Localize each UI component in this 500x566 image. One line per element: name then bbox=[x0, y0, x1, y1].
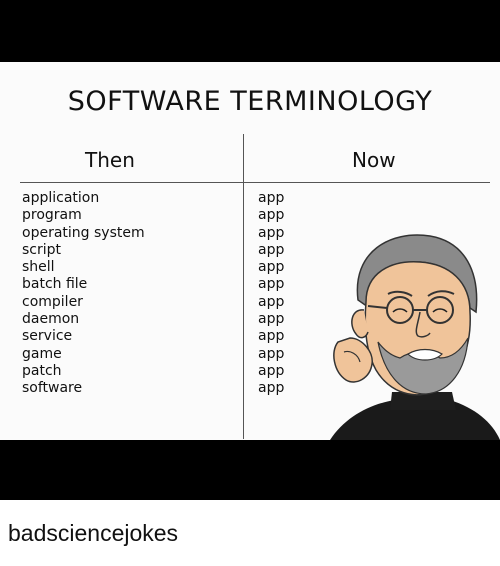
list-item: operating system bbox=[22, 225, 145, 242]
list-item: app bbox=[258, 225, 284, 242]
list-item: application bbox=[22, 190, 145, 207]
list-item: app bbox=[258, 328, 284, 345]
bearded-man-illustration bbox=[300, 212, 500, 440]
now-list: app app app app app app app app app app … bbox=[258, 190, 284, 398]
list-item: compiler bbox=[22, 294, 145, 311]
now-header: Now bbox=[352, 148, 396, 172]
list-item: app bbox=[258, 380, 284, 397]
list-item: app bbox=[258, 259, 284, 276]
list-item: service bbox=[22, 328, 145, 345]
list-item: app bbox=[258, 242, 284, 259]
list-item: batch file bbox=[22, 276, 145, 293]
list-item: app bbox=[258, 346, 284, 363]
bottom-black-bar bbox=[0, 440, 500, 500]
list-item: program bbox=[22, 207, 145, 224]
watermark-text: badsciencejokes bbox=[8, 520, 178, 547]
top-black-bar bbox=[0, 0, 500, 62]
then-header: Then bbox=[85, 148, 135, 172]
then-list: application program operating system scr… bbox=[22, 190, 145, 398]
list-item: game bbox=[22, 346, 145, 363]
list-item: daemon bbox=[22, 311, 145, 328]
list-item: app bbox=[258, 294, 284, 311]
list-item: app bbox=[258, 363, 284, 380]
list-item: script bbox=[22, 242, 145, 259]
list-item: patch bbox=[22, 363, 145, 380]
list-item: app bbox=[258, 190, 284, 207]
list-item: app bbox=[258, 207, 284, 224]
meme-image: SOFTWARE TERMINOLOGY Then Now applicatio… bbox=[0, 62, 500, 440]
list-item: shell bbox=[22, 259, 145, 276]
list-item: app bbox=[258, 276, 284, 293]
list-item: software bbox=[22, 380, 145, 397]
column-divider bbox=[243, 134, 244, 439]
meme-title: SOFTWARE TERMINOLOGY bbox=[0, 86, 500, 117]
header-divider bbox=[20, 182, 490, 183]
list-item: app bbox=[258, 311, 284, 328]
